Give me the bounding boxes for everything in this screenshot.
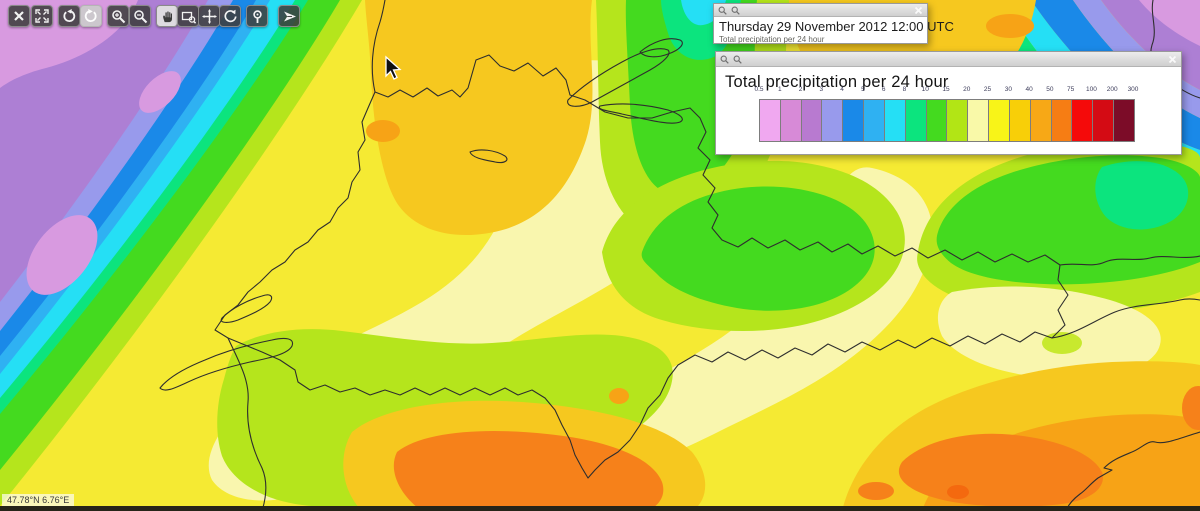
close-button[interactable] <box>8 5 30 27</box>
contour-purple-nw <box>0 0 208 302</box>
legend-tick-labels: 0.5 1 2 3 4 5 6 8 10 15 20 25 30 40 50 75 100 200 300 <box>716 86 1181 95</box>
magnifier-icon[interactable] <box>733 55 742 64</box>
legend-swatch <box>1050 100 1072 141</box>
legend-swatch <box>1008 100 1030 141</box>
move-crosshair-icon <box>201 8 217 24</box>
legend-title: Total precipitation per 24 hour <box>725 73 949 91</box>
legend-swatch <box>946 100 968 141</box>
legend-tick: 2 <box>798 86 803 93</box>
redo-arrow-icon <box>84 9 97 22</box>
expand-arrows-icon <box>35 9 49 23</box>
undo-arrow-icon <box>63 9 76 22</box>
magnifier-plus-icon <box>111 9 125 23</box>
contour-darkorange-blob-small <box>858 482 894 500</box>
legend-tick: 25 <box>983 86 992 93</box>
undo-button[interactable] <box>58 5 80 27</box>
contour-plum-ne <box>1139 0 1200 46</box>
legend-tick: 30 <box>1004 86 1012 93</box>
legend-tick: 15 <box>942 86 950 93</box>
redo-button[interactable] <box>80 5 102 27</box>
legend-panel-titlebar[interactable] <box>716 52 1181 67</box>
legend-tick: 50 <box>1046 86 1054 93</box>
refresh-button[interactable] <box>219 5 241 27</box>
zoom-in-button[interactable] <box>107 5 129 27</box>
legend-swatch <box>779 100 801 141</box>
legend-tick: 300 <box>1127 86 1139 93</box>
legend-swatch <box>1092 100 1114 141</box>
magnifier-icon[interactable] <box>720 55 729 64</box>
circular-arrow-icon <box>223 9 237 22</box>
paper-plane-icon <box>283 11 296 21</box>
legend-tick: 1 <box>777 86 782 93</box>
legend-tick: 8 <box>902 86 907 93</box>
legend-swatch <box>883 100 905 141</box>
legend-panel[interactable]: Total precipitation per 24 hour 0.5 1 2 3 4 5… <box>715 51 1182 155</box>
probe-button[interactable] <box>246 5 268 27</box>
fullscreen-button[interactable] <box>31 5 53 27</box>
contour-paleyellow-patch <box>937 286 1161 379</box>
lakes <box>159 38 683 391</box>
legend-tick: 3 <box>819 86 824 93</box>
legend-swatch <box>1029 100 1051 141</box>
contour-plum-blob <box>26 215 98 295</box>
legend-swatch <box>967 100 989 141</box>
contour-darkorange-bottomcenter <box>393 431 664 511</box>
contour-gold-topcenter <box>365 0 593 236</box>
datetime-label: Thursday 29 November 2012 12:00 UTC <box>719 19 954 34</box>
contour-plum-blob-small <box>139 71 181 113</box>
contour-spring-right <box>1095 161 1189 230</box>
legend-swatch <box>925 100 947 141</box>
layer-label: Total precipitation per 24 hour <box>719 35 825 44</box>
legend-swatch <box>1113 100 1134 141</box>
legend-tick: 200 <box>1106 86 1118 93</box>
time-info-panel[interactable]: Thursday 29 November 2012 12:00 UTC Tota… <box>713 3 954 44</box>
contour-deeporange-dot <box>947 485 969 499</box>
legend-tick: 5 <box>861 86 865 93</box>
legend-tick: 0.5 <box>754 86 764 93</box>
contour-chartreuse-dot <box>1042 332 1082 354</box>
legend-swatch <box>988 100 1009 141</box>
legend-tick: 10 <box>921 86 929 93</box>
zoom-region-button[interactable] <box>177 5 199 27</box>
legend-tick: 20 <box>963 86 971 93</box>
contour-darkorange-edge <box>1182 386 1200 430</box>
magnifier-minus-icon <box>133 9 147 23</box>
zoom-rectangle-icon <box>181 11 196 24</box>
pan-button[interactable] <box>156 5 178 27</box>
coordinates-readout: 47.78°N 6.76°E <box>2 494 75 507</box>
contour-orange-dot <box>609 388 629 404</box>
close-icon <box>14 11 24 21</box>
legend-swatch <box>863 100 884 141</box>
legend-tick: 40 <box>1025 86 1033 93</box>
info-panel-titlebar[interactable] <box>714 4 927 17</box>
contour-orange-spot-topright <box>986 14 1034 38</box>
hand-icon <box>162 10 172 22</box>
legend-swatch <box>821 100 843 141</box>
point-probe-icon <box>252 9 262 23</box>
legend-tick: 100 <box>1086 86 1097 93</box>
magnifier-icon[interactable] <box>731 6 740 15</box>
legend-swatch <box>904 100 926 141</box>
legend-tick: 4 <box>840 86 844 93</box>
legend-swatch <box>1071 100 1093 141</box>
close-icon[interactable] <box>1168 55 1177 64</box>
legend-swatch <box>760 100 780 141</box>
mouse-cursor <box>385 55 402 80</box>
flight-button[interactable] <box>278 5 300 27</box>
magnifier-icon[interactable] <box>718 6 727 15</box>
zoom-out-button[interactable] <box>129 5 151 27</box>
legend-tick: 6 <box>881 86 886 93</box>
legend-swatch <box>800 100 822 141</box>
close-icon[interactable] <box>914 6 923 15</box>
contour-green-center <box>641 186 875 311</box>
map-bottom-edge <box>0 506 1200 511</box>
legend-color-scale <box>759 99 1135 142</box>
legend-tick: 75 <box>1067 86 1075 93</box>
crosshair-button[interactable] <box>198 5 220 27</box>
contour-orange-spot <box>366 120 400 142</box>
legend-swatch <box>842 100 864 141</box>
